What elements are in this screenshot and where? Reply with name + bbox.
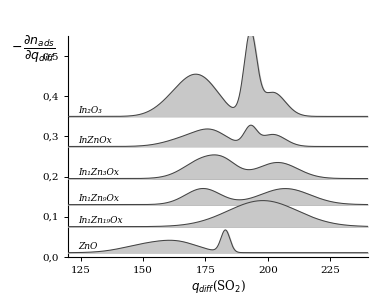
Text: ZnO: ZnO — [78, 242, 97, 251]
Text: In₂O₃: In₂O₃ — [78, 106, 102, 115]
Text: In₁Zn₁₉Ox: In₁Zn₁₉Ox — [78, 216, 123, 225]
Text: InZnOx: InZnOx — [78, 136, 112, 145]
Text: In₁Zn₃Ox: In₁Zn₃Ox — [78, 168, 119, 177]
Text: In₁Zn₉Ox: In₁Zn₉Ox — [78, 194, 119, 203]
Text: $-\,\dfrac{\partial n_{ads}}{\partial q_{diff}}$: $-\,\dfrac{\partial n_{ads}}{\partial q_… — [11, 34, 56, 65]
X-axis label: $q_{diff}$(SO$_2$): $q_{diff}$(SO$_2$) — [191, 278, 245, 294]
